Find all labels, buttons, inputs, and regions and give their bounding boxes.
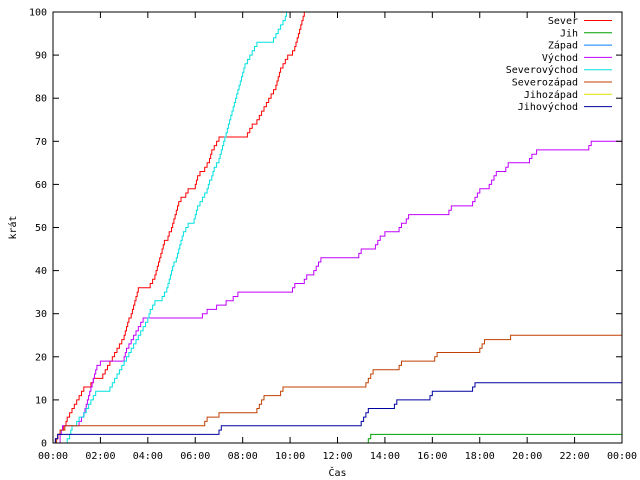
legend-label: Sever	[548, 16, 578, 27]
legend-label: Severovýchod	[506, 64, 578, 76]
series-line-7	[53, 382, 622, 444]
y-tick-label: 0	[41, 439, 47, 450]
series-line-1	[367, 433, 622, 443]
legend-label: Jihozápad	[524, 89, 578, 101]
y-tick-label: 70	[35, 137, 47, 148]
x-tick-label: 12:00	[322, 451, 352, 462]
legend-label: Východ	[542, 52, 578, 64]
x-tick-label: 18:00	[465, 451, 495, 462]
y-axis-label: krát	[7, 215, 19, 239]
legend-label: Západ	[548, 40, 578, 52]
x-axis-label: Čas	[328, 466, 346, 479]
y-tick-label: 40	[35, 266, 47, 277]
legend-label: Jih	[560, 28, 578, 39]
axis-ticks: 0 10 20 30 40 50 60 70 80 90 100 00:00 02:00 04:00 06:…	[29, 8, 637, 463]
y-tick-label: 90	[35, 51, 47, 62]
y-tick-label: 50	[35, 223, 47, 234]
x-tick-label: 10:00	[275, 451, 305, 462]
series-line-0	[53, 12, 305, 444]
x-tick-label: 06:00	[180, 451, 210, 462]
series-line-5	[53, 334, 622, 444]
x-tick-label: 08:00	[228, 451, 258, 462]
x-tick-label: 00:00	[38, 451, 68, 462]
x-tick-label: 16:00	[417, 451, 447, 462]
y-tick-label: 30	[35, 309, 47, 320]
x-tick-label: 20:00	[512, 451, 542, 462]
x-tick-label: 22:00	[560, 451, 590, 462]
y-tick-label: 20	[35, 352, 47, 363]
x-tick-label: 02:00	[85, 451, 115, 462]
x-tick-label: 04:00	[133, 451, 163, 462]
legend: SeverJihZápadVýchodSeverovýchodSeverozáp…	[506, 16, 612, 113]
series-line-4	[53, 12, 287, 444]
y-tick-label: 60	[35, 180, 47, 191]
y-tick-label: 100	[29, 8, 47, 19]
legend-label: Severozápad	[512, 77, 578, 89]
y-tick-label: 80	[35, 94, 47, 105]
series-line-3	[53, 140, 622, 444]
legend-label: Jihovýchod	[518, 101, 578, 113]
x-tick-label: 14:00	[370, 451, 400, 462]
x-tick-label: 00:00	[607, 451, 637, 462]
y-tick-label: 10	[35, 395, 47, 406]
